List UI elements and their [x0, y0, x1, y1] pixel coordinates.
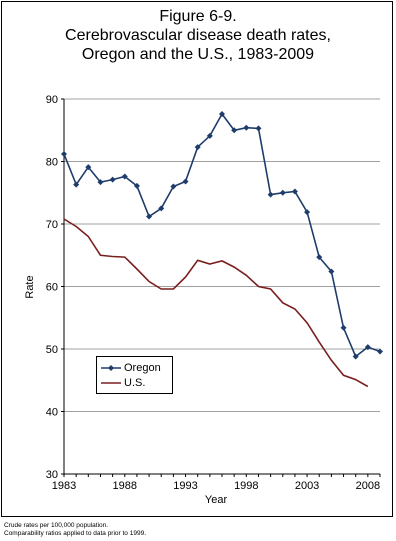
- data-point-oregon-1987: [109, 176, 116, 183]
- chart-title-line-2: Cerebrovascular disease death rates,: [65, 27, 331, 44]
- data-point-oregon-2005: [328, 268, 335, 275]
- data-point-oregon-1994: [194, 144, 201, 151]
- y-tick-label-40: 40: [46, 407, 58, 419]
- x-tick-label-1993: 1993: [173, 480, 197, 492]
- y-tick-label-90: 90: [46, 94, 58, 106]
- legend-label-us: U.S.: [124, 377, 146, 389]
- gridlines: [64, 98, 380, 412]
- data-point-oregon-1992: [170, 183, 177, 190]
- chart-title-line-3: Oregon and the U.S., 1983-2009: [81, 46, 315, 63]
- x-tick-label-1983: 1983: [52, 480, 76, 492]
- data-point-oregon-1999: [255, 125, 262, 132]
- data-point-oregon-2003: [304, 209, 311, 216]
- legend-swatch-us: [101, 382, 121, 384]
- data-point-oregon-2008: [364, 344, 371, 351]
- data-point-oregon-1985: [85, 164, 92, 171]
- data-point-oregon-1996: [219, 111, 225, 117]
- data-point-oregon-1993: [182, 178, 189, 185]
- footnote-1: Crude rates per 100,000 population.: [4, 522, 109, 529]
- chart-frame: [1, 1, 393, 517]
- y-axis-label: Rate: [24, 275, 36, 298]
- x-axis-label: Year: [205, 494, 228, 506]
- data-point-oregon-1986: [97, 179, 104, 186]
- x-tick-label-2003: 2003: [295, 480, 319, 492]
- data-point-oregon-2001: [279, 189, 286, 196]
- data-point-oregon-2007: [352, 353, 359, 360]
- data-point-oregon-1983: [61, 151, 67, 157]
- x-tick-label-1988: 1988: [113, 480, 137, 492]
- chart-title-line-1: Figure 6-9.: [159, 8, 237, 25]
- series-line-oregon: [63, 112, 381, 358]
- footnote-2: Comparability ratios applied to data pri…: [4, 530, 146, 537]
- y-tick-label-50: 50: [46, 344, 58, 356]
- data-point-oregon-1988: [121, 173, 128, 180]
- series-lines: [61, 111, 383, 388]
- y-tick-label-60: 60: [46, 282, 58, 294]
- data-point-oregon-1998: [243, 124, 250, 131]
- data-point-oregon-1984: [73, 181, 80, 188]
- x-tick-label-1998: 1998: [234, 480, 258, 492]
- y-tick-label-30: 30: [46, 469, 58, 481]
- data-point-oregon-1995: [206, 132, 213, 139]
- legend: Oregon U.S.: [96, 356, 173, 394]
- data-point-oregon-2004: [316, 254, 323, 261]
- data-point-oregon-1989: [133, 182, 140, 189]
- data-point-oregon-1997: [231, 127, 238, 134]
- y-tick-label-80: 80: [46, 157, 58, 169]
- legend-swatch-oregon: [101, 365, 121, 371]
- data-point-oregon-2006: [340, 324, 347, 331]
- axes: 30 40 50 60 70 80 90 1983 1988 1993 1998 2003 2008: [46, 94, 381, 492]
- y-tick-label-70: 70: [46, 219, 58, 231]
- data-point-oregon-1991: [158, 205, 165, 212]
- data-point-oregon-2009: [377, 348, 383, 355]
- data-point-oregon-1990: [146, 213, 153, 220]
- data-point-oregon-2002: [291, 188, 298, 195]
- x-tick-label-2008: 2008: [356, 480, 380, 492]
- data-point-oregon-2000: [267, 191, 274, 198]
- legend-label-oregon: Oregon: [124, 362, 161, 374]
- series-line-us: [63, 218, 369, 388]
